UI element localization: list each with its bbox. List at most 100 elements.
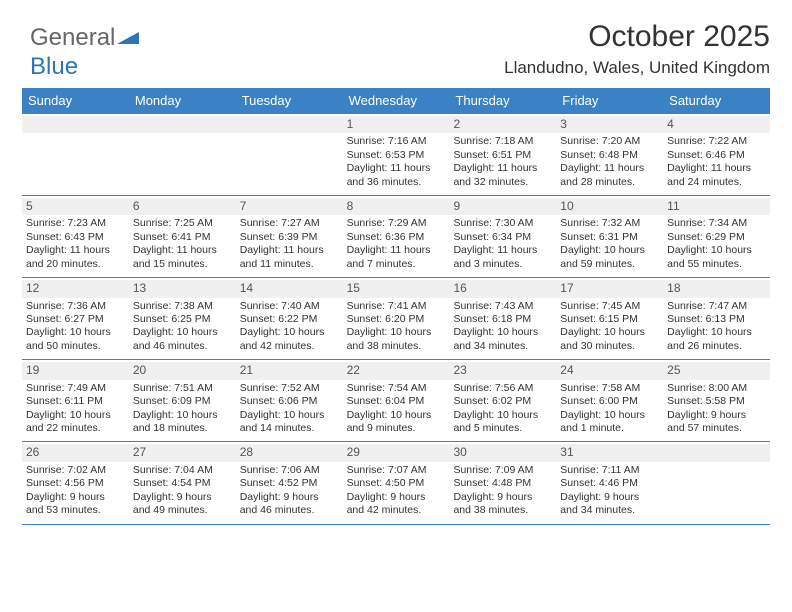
day-cell <box>236 114 343 195</box>
day-details: Sunrise: 7:18 AMSunset: 6:51 PMDaylight:… <box>453 135 552 189</box>
day-cell: 8 Sunrise: 7:29 AMSunset: 6:36 PMDaylight… <box>343 196 450 277</box>
day-number-empty <box>236 116 343 133</box>
day-cell: 31Sunrise: 7:11 AMSunset: 4:46 PMDayligh… <box>556 442 663 523</box>
day-details: Sunrise: 7:38 AMSunset: 6:25 PMDaylight:… <box>133 300 232 354</box>
day-cell: 17Sunrise: 7:45 AMSunset: 6:15 PMDayligh… <box>556 278 663 359</box>
day-cell: 9 Sunrise: 7:30 AMSunset: 6:34 PMDaylight… <box>449 196 556 277</box>
day-cell: 14 Sunrise: 7:40 AMSunset: 6:22 PMDayligh… <box>236 278 343 359</box>
day-number: 17 <box>556 280 663 297</box>
day-details: Sunrise: 7:52 AMSunset: 6:06 PMDaylight:… <box>240 382 339 436</box>
day-number: 28 <box>236 444 343 461</box>
day-details: Sunrise: 7:32 AMSunset: 6:31 PMDaylight:… <box>560 217 659 271</box>
day-details: Sunrise: 7:51 AMSunset: 6:09 PMDaylight:… <box>133 382 232 436</box>
weekday-header: Wednesday <box>343 88 450 113</box>
day-cell: 7 Sunrise: 7:27 AMSunset: 6:39 PMDaylight… <box>236 196 343 277</box>
weeks-container: 1 Sunrise: 7:16 AMSunset: 6:53 PMDaylight… <box>22 113 770 525</box>
day-number: 8 <box>343 198 450 215</box>
day-number: 2 <box>449 116 556 133</box>
day-cell: 24Sunrise: 7:58 AMSunset: 6:00 PMDayligh… <box>556 360 663 441</box>
day-number: 27 <box>129 444 236 461</box>
day-cell: 28 Sunrise: 7:06 AMSunset: 4:52 PMDayligh… <box>236 442 343 523</box>
day-cell: 20 Sunrise: 7:51 AMSunset: 6:09 PMDayligh… <box>129 360 236 441</box>
day-number: 15 <box>343 280 450 297</box>
day-cell: 12 Sunrise: 7:36 AMSunset: 6:27 PMDayligh… <box>22 278 129 359</box>
day-details: Sunrise: 7:43 AMSunset: 6:18 PMDaylight:… <box>453 300 552 354</box>
day-details: Sunrise: 7:07 AMSunset: 4:50 PMDaylight:… <box>347 464 446 518</box>
day-details: Sunrise: 7:56 AMSunset: 6:02 PMDaylight:… <box>453 382 552 436</box>
day-number: 26 <box>22 444 129 461</box>
weekday-header: Saturday <box>663 88 770 113</box>
day-cell: 30Sunrise: 7:09 AMSunset: 4:48 PMDayligh… <box>449 442 556 523</box>
day-cell: 10Sunrise: 7:32 AMSunset: 6:31 PMDayligh… <box>556 196 663 277</box>
day-number-empty <box>129 116 236 133</box>
day-number: 19 <box>22 362 129 379</box>
day-cell: 15 Sunrise: 7:41 AMSunset: 6:20 PMDayligh… <box>343 278 450 359</box>
day-number: 23 <box>449 362 556 379</box>
weekday-header: Thursday <box>449 88 556 113</box>
week-row: 12 Sunrise: 7:36 AMSunset: 6:27 PMDayligh… <box>22 277 770 359</box>
day-details: Sunrise: 7:20 AMSunset: 6:48 PMDaylight:… <box>560 135 659 189</box>
day-cell <box>22 114 129 195</box>
day-cell: 22 Sunrise: 7:54 AMSunset: 6:04 PMDayligh… <box>343 360 450 441</box>
day-cell: 1 Sunrise: 7:16 AMSunset: 6:53 PMDaylight… <box>343 114 450 195</box>
logo-triangle-icon <box>117 25 143 53</box>
day-cell: 18Sunrise: 7:47 AMSunset: 6:13 PMDayligh… <box>663 278 770 359</box>
week-row: 26 Sunrise: 7:02 AMSunset: 4:56 PMDayligh… <box>22 441 770 524</box>
day-number: 12 <box>22 280 129 297</box>
day-cell: 6Sunrise: 7:25 AMSunset: 6:41 PMDaylight… <box>129 196 236 277</box>
weekday-header: Monday <box>129 88 236 113</box>
day-number: 24 <box>556 362 663 379</box>
day-number: 20 <box>129 362 236 379</box>
week-row: 5 Sunrise: 7:23 AMSunset: 6:43 PMDaylight… <box>22 195 770 277</box>
day-cell: 21 Sunrise: 7:52 AMSunset: 6:06 PMDayligh… <box>236 360 343 441</box>
day-details: Sunrise: 7:27 AMSunset: 6:39 PMDaylight:… <box>240 217 339 271</box>
day-details: Sunrise: 7:22 AMSunset: 6:46 PMDaylight:… <box>667 135 766 189</box>
day-cell: 26 Sunrise: 7:02 AMSunset: 4:56 PMDayligh… <box>22 442 129 523</box>
weekday-header-row: SundayMondayTuesdayWednesdayThursdayFrid… <box>22 88 770 113</box>
week-row: 1 Sunrise: 7:16 AMSunset: 6:53 PMDaylight… <box>22 113 770 195</box>
day-details: Sunrise: 7:54 AMSunset: 6:04 PMDaylight:… <box>347 382 446 436</box>
day-cell: 16 Sunrise: 7:43 AMSunset: 6:18 PMDayligh… <box>449 278 556 359</box>
day-cell: 13 Sunrise: 7:38 AMSunset: 6:25 PMDayligh… <box>129 278 236 359</box>
day-details: Sunrise: 7:06 AMSunset: 4:52 PMDaylight:… <box>240 464 339 518</box>
day-number: 21 <box>236 362 343 379</box>
day-number: 13 <box>129 280 236 297</box>
logo-text-1: General <box>30 24 115 51</box>
day-details: Sunrise: 7:25 AMSunset: 6:41 PMDaylight:… <box>133 217 232 271</box>
day-number: 9 <box>449 198 556 215</box>
day-number: 7 <box>236 198 343 215</box>
day-details: Sunrise: 7:40 AMSunset: 6:22 PMDaylight:… <box>240 300 339 354</box>
day-number: 31 <box>556 444 663 461</box>
day-details: Sunrise: 7:23 AMSunset: 6:43 PMDaylight:… <box>26 217 125 271</box>
day-cell <box>129 114 236 195</box>
day-details: Sunrise: 7:16 AMSunset: 6:53 PMDaylight:… <box>347 135 446 189</box>
day-details: Sunrise: 7:29 AMSunset: 6:36 PMDaylight:… <box>347 217 446 271</box>
day-cell: 19 Sunrise: 7:49 AMSunset: 6:11 PMDayligh… <box>22 360 129 441</box>
weekday-header: Sunday <box>22 88 129 113</box>
day-details: Sunrise: 7:47 AMSunset: 6:13 PMDaylight:… <box>667 300 766 354</box>
day-details: Sunrise: 7:09 AMSunset: 4:48 PMDaylight:… <box>453 464 552 518</box>
day-cell: 2 Sunrise: 7:18 AMSunset: 6:51 PMDaylight… <box>449 114 556 195</box>
day-number: 14 <box>236 280 343 297</box>
day-number: 1 <box>343 116 450 133</box>
day-number: 22 <box>343 362 450 379</box>
day-cell: 27 Sunrise: 7:04 AMSunset: 4:54 PMDayligh… <box>129 442 236 523</box>
day-cell: 4Sunrise: 7:22 AMSunset: 6:46 PMDaylight… <box>663 114 770 195</box>
day-cell: 11Sunrise: 7:34 AMSunset: 6:29 PMDayligh… <box>663 196 770 277</box>
day-details: Sunrise: 7:49 AMSunset: 6:11 PMDaylight:… <box>26 382 125 436</box>
day-number: 5 <box>22 198 129 215</box>
day-number: 11 <box>663 198 770 215</box>
weekday-header: Tuesday <box>236 88 343 113</box>
logo: General Blue <box>30 24 143 81</box>
day-number: 3 <box>556 116 663 133</box>
day-cell: 29Sunrise: 7:07 AMSunset: 4:50 PMDayligh… <box>343 442 450 523</box>
day-details: Sunrise: 7:41 AMSunset: 6:20 PMDaylight:… <box>347 300 446 354</box>
day-number: 25 <box>663 362 770 379</box>
day-details: Sunrise: 7:04 AMSunset: 4:54 PMDaylight:… <box>133 464 232 518</box>
day-details: Sunrise: 7:30 AMSunset: 6:34 PMDaylight:… <box>453 217 552 271</box>
day-details: Sunrise: 7:36 AMSunset: 6:27 PMDaylight:… <box>26 300 125 354</box>
day-number: 16 <box>449 280 556 297</box>
day-cell: 5 Sunrise: 7:23 AMSunset: 6:43 PMDaylight… <box>22 196 129 277</box>
day-cell: 25Sunrise: 8:00 AMSunset: 5:58 PMDayligh… <box>663 360 770 441</box>
day-details: Sunrise: 7:02 AMSunset: 4:56 PMDaylight:… <box>26 464 125 518</box>
